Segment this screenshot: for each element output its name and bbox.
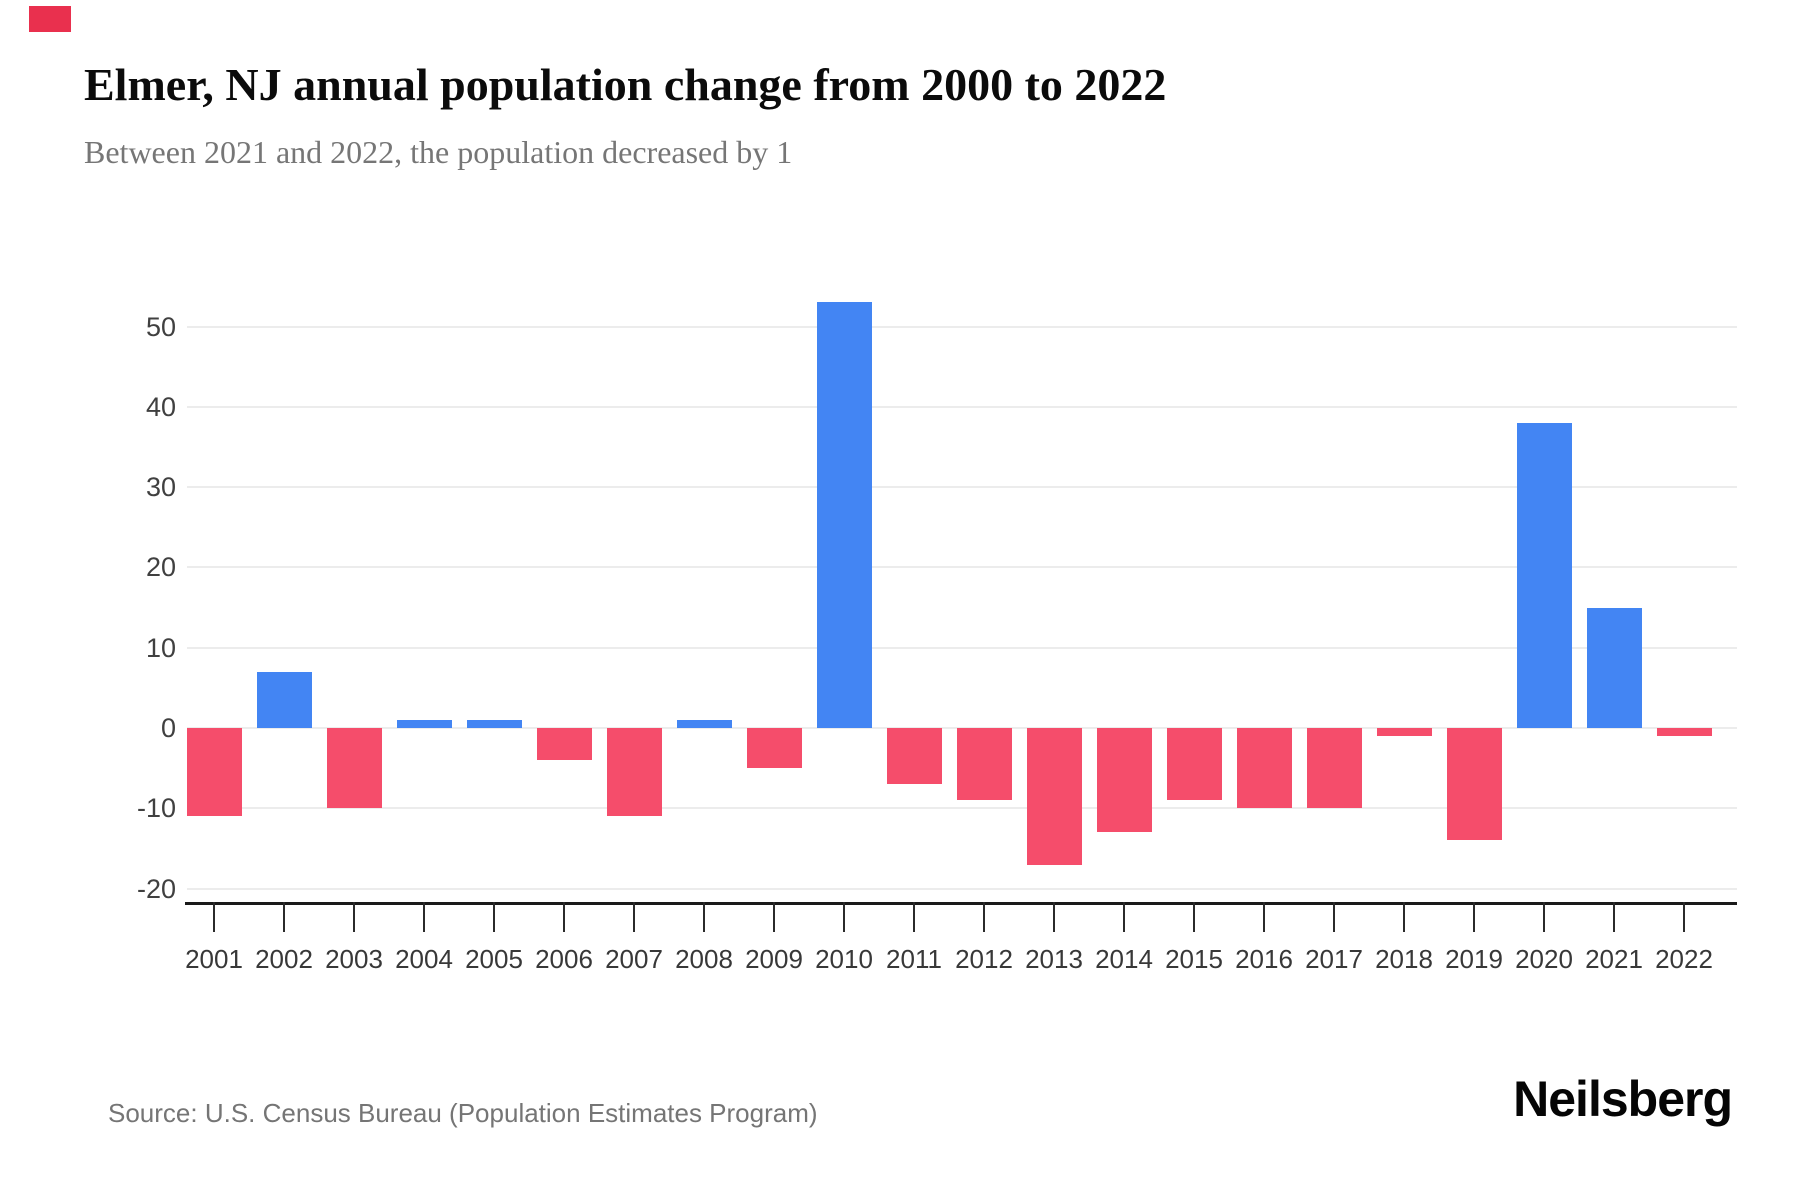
bar-2011 [886, 728, 942, 785]
gridline-50 [187, 325, 1737, 328]
x-tick [353, 902, 355, 932]
bar-2010 [816, 302, 872, 728]
x-tick-label: 2010 [815, 944, 873, 974]
y-tick-label: 20 [145, 552, 176, 583]
bar-2008 [676, 719, 732, 728]
x-tick [633, 902, 635, 932]
gridline-10 [187, 646, 1737, 649]
x-tick-label: 2012 [955, 944, 1013, 974]
x-tick [1193, 902, 1195, 932]
x-tick [493, 902, 495, 932]
x-tick [563, 902, 565, 932]
x-tick-label: 2018 [1375, 944, 1433, 974]
page-subtitle: Between 2021 and 2022, the population de… [84, 134, 793, 170]
bar-2014 [1096, 728, 1152, 833]
x-tick [1473, 902, 1475, 932]
gridline--10 [187, 807, 1737, 810]
y-tick-label: 40 [145, 391, 176, 422]
bar-2021 [1586, 607, 1642, 728]
x-tick [1123, 902, 1125, 932]
bar-2007 [606, 728, 662, 817]
x-tick-label: 2003 [325, 944, 383, 974]
x-tick-label: 2015 [1165, 944, 1223, 974]
bar-2013 [1026, 728, 1082, 865]
x-tick [1543, 902, 1545, 932]
y-tick-label: 30 [145, 472, 176, 503]
x-tick [1403, 902, 1405, 932]
x-tick [1053, 902, 1055, 932]
gridline-20 [187, 566, 1737, 569]
x-tick-label: 2002 [255, 944, 313, 974]
gridline-40 [187, 405, 1737, 408]
bar-2003 [326, 728, 382, 809]
x-tick [423, 902, 425, 932]
y-tick-label: 10 [145, 632, 176, 663]
bar-2009 [746, 728, 802, 769]
bar-2017 [1306, 728, 1362, 809]
x-tick [773, 902, 775, 932]
x-tick [213, 902, 215, 932]
x-tick-label: 2013 [1025, 944, 1083, 974]
x-tick-label: 2022 [1655, 944, 1713, 974]
x-tick [1263, 902, 1265, 932]
x-tick [983, 902, 985, 932]
x-tick-label: 2017 [1305, 944, 1363, 974]
x-tick-label: 2016 [1235, 944, 1293, 974]
bar-2012 [956, 728, 1012, 801]
x-tick-label: 2004 [395, 944, 453, 974]
bar-2015 [1166, 728, 1222, 801]
corner-mark [29, 6, 71, 32]
x-axis-line [185, 902, 1737, 905]
x-tick-label: 2005 [465, 944, 523, 974]
x-tick-label: 2001 [185, 944, 243, 974]
y-tick-label: -10 [136, 793, 176, 824]
gridline--20 [187, 887, 1737, 890]
x-tick-label: 2011 [886, 944, 942, 974]
x-tick-label: 2008 [675, 944, 733, 974]
bar-2019 [1446, 728, 1502, 841]
x-tick [283, 902, 285, 932]
page-title: Elmer, NJ annual population change from … [84, 59, 1167, 110]
bar-2002 [256, 671, 312, 728]
x-tick [703, 902, 705, 932]
neilsberg-logo: Neilsberg [1513, 1071, 1733, 1127]
y-tick-label: -20 [136, 873, 176, 904]
x-tick-label: 2020 [1515, 944, 1573, 974]
x-tick-label: 2019 [1445, 944, 1503, 974]
x-tick-label: 2014 [1095, 944, 1153, 974]
y-tick-label: 50 [145, 311, 176, 342]
x-tick [843, 902, 845, 932]
bar-2020 [1516, 422, 1572, 728]
gridline-30 [187, 486, 1737, 489]
bar-2022 [1656, 728, 1712, 737]
bar-2006 [536, 728, 592, 761]
bar-2005 [466, 719, 522, 728]
y-tick-label: 0 [160, 713, 176, 743]
bar-2004 [396, 719, 452, 728]
source-text: Source: U.S. Census Bureau (Population E… [108, 1098, 818, 1128]
bar-2016 [1236, 728, 1292, 809]
x-tick [1613, 902, 1615, 932]
x-tick-label: 2021 [1585, 944, 1643, 974]
x-tick-label: 2006 [535, 944, 593, 974]
x-tick [1683, 902, 1685, 932]
bar-2018 [1376, 728, 1432, 737]
x-tick [913, 902, 915, 932]
x-tick-label: 2009 [745, 944, 803, 974]
bar-2001 [186, 728, 242, 817]
x-tick-label: 2007 [605, 944, 663, 974]
x-tick [1333, 902, 1335, 932]
